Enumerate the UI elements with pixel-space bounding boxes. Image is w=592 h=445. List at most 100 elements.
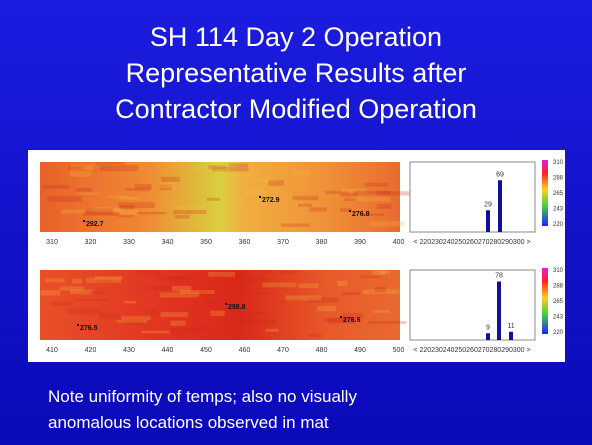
marker <box>225 303 227 305</box>
marker <box>340 316 342 318</box>
thermal-texture <box>209 220 240 224</box>
colorbar-label: 265 <box>553 299 564 305</box>
x-tick-label: 310 <box>46 239 58 246</box>
thermal-texture <box>68 166 84 170</box>
thermal-texture <box>83 208 119 211</box>
thermal-texture <box>376 191 413 196</box>
note-line: Note uniformity of temps; also no visual… <box>48 387 357 406</box>
x-tick-label: 400 <box>393 239 405 246</box>
x-tick-label: 420 <box>85 347 97 354</box>
thermal-texture <box>171 327 203 334</box>
thermal-texture <box>118 202 155 208</box>
x-tick-label: 360 <box>239 239 251 246</box>
thermal-texture <box>124 300 137 304</box>
thermal-texture <box>141 330 170 334</box>
thermal-texture <box>210 310 225 317</box>
thermal-texture <box>317 305 336 312</box>
thermal-texture <box>262 270 274 274</box>
bar-value-label: 9 <box>486 324 490 331</box>
title-line: SH 114 Day 2 Operation <box>150 22 442 52</box>
thermal-texture <box>257 179 279 182</box>
thermal-texture <box>369 221 406 227</box>
thermal-texture <box>70 289 93 295</box>
thermal-texture <box>340 208 352 212</box>
note-line: anomalous locations observed in mat <box>48 413 329 432</box>
thermal-texture <box>99 165 139 172</box>
thermal-texture <box>238 319 278 325</box>
thermal-texture <box>342 292 360 296</box>
thermal-texture <box>379 270 391 274</box>
colorbar-label: 288 <box>553 284 564 290</box>
colorbar-label: 288 <box>553 176 564 182</box>
thermal-texture <box>189 166 229 172</box>
thermal-texture <box>171 285 192 292</box>
thermal-texture <box>170 320 186 326</box>
thermal-texture <box>292 170 311 176</box>
thermal-texture <box>292 195 319 201</box>
thermal-texture <box>361 213 384 216</box>
thermal-texture <box>193 209 214 216</box>
thermal-texture <box>118 215 134 218</box>
thermal-texture <box>219 188 234 195</box>
thermal-texture <box>96 279 112 283</box>
thermal-texture <box>125 320 144 325</box>
temp-label: 276.8 <box>352 211 370 218</box>
thermal-texture <box>125 187 151 192</box>
bar-value-label: 78 <box>495 273 503 280</box>
thermal-texture <box>134 184 152 190</box>
thermal-texture <box>341 188 367 194</box>
colorbar-label: 243 <box>553 315 564 321</box>
thermal-texture <box>95 162 125 165</box>
thermal-texture <box>40 290 61 296</box>
thermal-texture <box>85 208 114 215</box>
x-tick-label: 340 <box>162 239 174 246</box>
thermal-texture <box>77 192 100 195</box>
marker <box>83 220 85 222</box>
thermal-texture <box>99 313 119 319</box>
thermal-texture <box>298 283 319 289</box>
thermal-texture <box>281 223 310 227</box>
colorbar <box>542 160 548 226</box>
bar-value-label: 29 <box>484 201 492 208</box>
thermal-texture <box>207 165 227 170</box>
thermal-texture <box>262 282 297 288</box>
marker <box>259 196 261 198</box>
thermal-texture <box>372 270 386 275</box>
temp-label: 298.8 <box>228 304 246 311</box>
thermal-texture <box>212 167 249 172</box>
colorbar-label: 243 <box>553 207 564 213</box>
thermal-texture <box>119 209 139 215</box>
x-tick-label: 390 <box>354 239 366 246</box>
histogram-bar <box>509 331 513 340</box>
x-tick-label: 430 <box>123 347 135 354</box>
x-tick-label: 490 <box>354 347 366 354</box>
thermal-texture <box>364 182 388 187</box>
thermal-texture <box>70 165 94 170</box>
thermal-texture <box>191 223 207 227</box>
temp-label: 276.6 <box>343 317 361 324</box>
x-tick-label: 320 <box>85 239 97 246</box>
thermal-texture <box>121 316 151 320</box>
histogram-bar <box>497 281 501 340</box>
thermal-texture <box>160 176 180 182</box>
x-tick-label: 470 <box>277 347 289 354</box>
thermal-texture <box>59 286 85 291</box>
histogram-frame <box>409 161 536 233</box>
marker <box>349 210 351 212</box>
thermal-texture <box>159 184 172 191</box>
thermal-texture <box>360 275 382 279</box>
thermal-texture <box>92 207 124 212</box>
x-tick-label: 500 <box>393 347 405 354</box>
thermal-texture <box>42 185 70 189</box>
histogram-bar <box>486 210 490 232</box>
thermal-texture <box>169 275 195 279</box>
x-tick-label: 330 <box>123 239 135 246</box>
thermal-texture <box>240 292 270 295</box>
thermal-texture <box>376 204 392 209</box>
thermal-texture <box>325 190 349 194</box>
thermal-texture <box>368 321 407 325</box>
colorbar-label: 310 <box>553 160 564 166</box>
thermal-texture <box>44 278 65 283</box>
thermal-texture <box>223 273 248 276</box>
thermal-texture <box>239 312 265 315</box>
